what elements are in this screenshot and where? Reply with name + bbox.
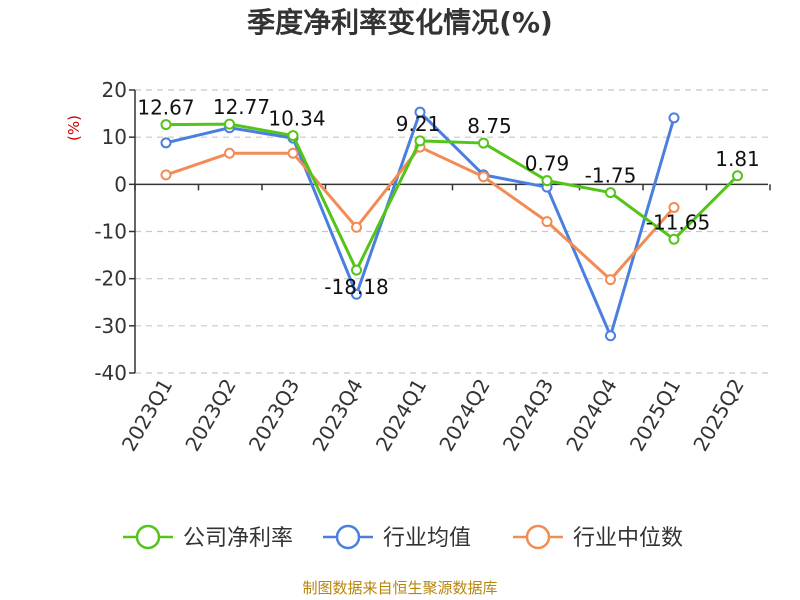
data-point bbox=[351, 288, 362, 300]
data-label: 1.81 bbox=[715, 147, 760, 171]
legend-marker bbox=[335, 524, 361, 550]
legend-item: 公司净利率 bbox=[123, 524, 293, 551]
data-point bbox=[414, 106, 426, 118]
data-label: 12.67 bbox=[137, 96, 194, 120]
data-point bbox=[224, 147, 235, 159]
data-point bbox=[541, 216, 553, 228]
legend-marker bbox=[135, 524, 161, 550]
data-point bbox=[160, 169, 172, 181]
legend-item: 行业均值 bbox=[323, 524, 471, 551]
x-tick-label: 2025Q2 bbox=[688, 375, 748, 456]
y-tick-label: 0 bbox=[114, 172, 127, 196]
data-point bbox=[541, 175, 553, 187]
y-tick-label: -20 bbox=[94, 267, 127, 291]
x-tick-label: 2024Q3 bbox=[498, 375, 558, 456]
data-point bbox=[351, 221, 362, 233]
data-point bbox=[287, 130, 299, 142]
data-label: 10.34 bbox=[268, 107, 325, 131]
source-note: 制图数据来自恒生聚源数据库 bbox=[302, 579, 497, 597]
data-label: 0.79 bbox=[525, 152, 570, 176]
data-point bbox=[605, 330, 616, 342]
x-tick-label: 2024Q1 bbox=[371, 375, 431, 456]
legend-label: 行业均值 bbox=[383, 526, 471, 551]
data-point bbox=[160, 119, 172, 131]
series-2 bbox=[160, 141, 680, 286]
legend-item: 行业中位数 bbox=[513, 524, 683, 551]
data-point bbox=[605, 187, 616, 199]
data-label: -18.18 bbox=[324, 275, 388, 299]
data-label: 8.75 bbox=[467, 114, 512, 138]
x-tick-label: 2024Q4 bbox=[561, 375, 621, 456]
data-point bbox=[605, 274, 616, 286]
x-tick-label: 2025Q1 bbox=[625, 375, 685, 456]
data-label: 9.21 bbox=[396, 112, 441, 136]
x-tick-label: 2023Q1 bbox=[117, 375, 177, 456]
data-point bbox=[351, 264, 362, 276]
legend: 公司净利率 行业均值 行业中位数 bbox=[123, 524, 683, 551]
data-point bbox=[478, 137, 489, 149]
series-line bbox=[165, 122, 739, 272]
x-tick-label: 2024Q2 bbox=[434, 375, 494, 456]
series-group bbox=[160, 106, 743, 342]
data-point bbox=[160, 137, 172, 149]
data-point bbox=[668, 201, 680, 213]
data-point bbox=[224, 118, 235, 130]
data-point bbox=[732, 170, 743, 182]
y-tick-label: -10 bbox=[94, 220, 127, 244]
legend-label: 行业中位数 bbox=[573, 526, 683, 551]
data-label: -11.65 bbox=[646, 210, 710, 234]
y-tick-label: -40 bbox=[94, 361, 127, 385]
legend-label: 公司净利率 bbox=[183, 526, 293, 551]
data-point bbox=[287, 147, 299, 159]
x-tick-label: 2023Q2 bbox=[180, 375, 240, 456]
data-label: 12.77 bbox=[213, 95, 270, 119]
x-tick-label: 2023Q4 bbox=[307, 375, 367, 456]
data-point bbox=[414, 135, 426, 147]
y-tick-label: 10 bbox=[102, 125, 127, 149]
x-tick-label: 2023Q3 bbox=[244, 375, 304, 456]
data-point bbox=[668, 233, 680, 245]
legend-marker bbox=[525, 524, 551, 550]
data-point bbox=[668, 112, 680, 124]
data-point bbox=[478, 171, 489, 183]
chart-title: 季度净利率变化情况(%) bbox=[247, 6, 553, 39]
y-axis-label: (%) bbox=[65, 115, 83, 141]
y-tick-label: -30 bbox=[94, 314, 127, 338]
series-0 bbox=[160, 118, 743, 276]
data-label: -1.75 bbox=[585, 164, 637, 188]
y-tick-label: 20 bbox=[102, 78, 127, 102]
